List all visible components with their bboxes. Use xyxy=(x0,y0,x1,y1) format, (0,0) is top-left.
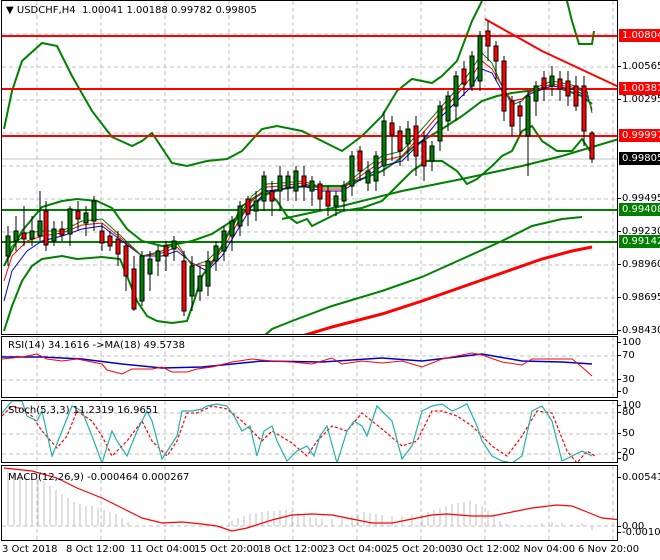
macd-panel[interactable]: MACD(12,26,9) -0.000464 0.000267 xyxy=(1,465,618,541)
time-axis-label: 8 Oct 12:00 xyxy=(66,544,125,555)
macd-tick: 0.005416 xyxy=(618,472,660,483)
time-axis-label: 18 Oct 12:00 xyxy=(258,544,324,555)
macd-canvas[interactable] xyxy=(2,466,618,541)
price-tick: 0.98960 xyxy=(617,259,660,270)
level-tag-support-2: 0.99142 xyxy=(619,235,660,248)
stoch-tick: 0 xyxy=(617,453,629,464)
price-tick: 0.98695 xyxy=(617,292,660,303)
level-tag-support-1: 0.99408 xyxy=(619,203,660,216)
stoch-tick: 80 xyxy=(618,407,635,418)
price-tick: 1.00295 xyxy=(617,94,660,105)
price-tick: 0.98430 xyxy=(617,325,660,336)
time-axis-label: 30 Oct 12:00 xyxy=(450,544,516,555)
stochastic-label: Stoch(5,3,3) 11.2319 16.9651 xyxy=(8,405,159,416)
main-chart-panel[interactable]: ▼ USDCHF,H4 1.00041 1.00188 0.99782 0.99… xyxy=(1,0,618,335)
level-tag-resistance-1: 1.00804 xyxy=(619,29,660,42)
stochastic-panel[interactable]: Stoch(5,3,3) 11.2319 16.9651 xyxy=(1,400,618,463)
rsi-tick: 70 xyxy=(618,350,635,361)
time-axis-label: 2 Nov 04:00 xyxy=(514,544,576,555)
stoch-tick: 20 xyxy=(618,447,635,458)
chart-title: ▼ USDCHF,H4 1.00041 1.00188 0.99782 0.99… xyxy=(6,5,257,16)
stochastic-canvas[interactable] xyxy=(2,401,618,463)
price-tick: 1.00565 xyxy=(617,61,660,72)
macd-tick: 0.00 xyxy=(617,521,645,532)
price-tick: 0.99495 xyxy=(617,193,660,204)
time-axis-label: 23 Oct 04:00 xyxy=(322,544,388,555)
stoch-tick: 50 xyxy=(618,428,635,439)
level-tag-resistance-2: 1.00381 xyxy=(619,82,660,95)
price-chart-canvas[interactable] xyxy=(2,1,618,335)
symbol-ohlc: USDCHF,H4 xyxy=(16,5,76,16)
price-axis[interactable] xyxy=(619,0,660,335)
price-tick: 0.99230 xyxy=(617,226,660,237)
collapse-arrow-icon[interactable]: ▼ xyxy=(6,5,14,16)
time-axis-label: 25 Oct 20:00 xyxy=(386,544,452,555)
rsi-tick: 100 xyxy=(617,337,642,348)
rsi-label: RSI(14) 34.1616 ->MA(18) 49.5738 xyxy=(8,340,185,351)
time-axis-label: 11 Oct 04:00 xyxy=(130,544,196,555)
rsi-tick: 0 xyxy=(617,386,629,397)
time-axis-label: 15 Oct 20:00 xyxy=(194,544,260,555)
ohlc-values: 1.00041 1.00188 0.99782 0.99805 xyxy=(81,5,257,16)
rsi-panel[interactable]: RSI(14) 34.1616 ->MA(18) 49.5738 xyxy=(1,336,618,398)
rsi-tick: 30 xyxy=(618,374,635,385)
current-price-tag: 0.99805 xyxy=(619,152,660,165)
macd-label: MACD(12,26,9) -0.000464 0.000267 xyxy=(8,472,190,483)
stoch-tick: 100 xyxy=(617,400,642,411)
time-axis-label: 3 Oct 2018 xyxy=(2,544,58,555)
rsi-canvas[interactable] xyxy=(2,337,618,398)
time-axis-label: 6 Nov 20:00 xyxy=(578,544,640,555)
level-tag-resistance-3: 0.99997 xyxy=(619,129,660,142)
macd-tick: -0.001075 xyxy=(617,527,660,538)
